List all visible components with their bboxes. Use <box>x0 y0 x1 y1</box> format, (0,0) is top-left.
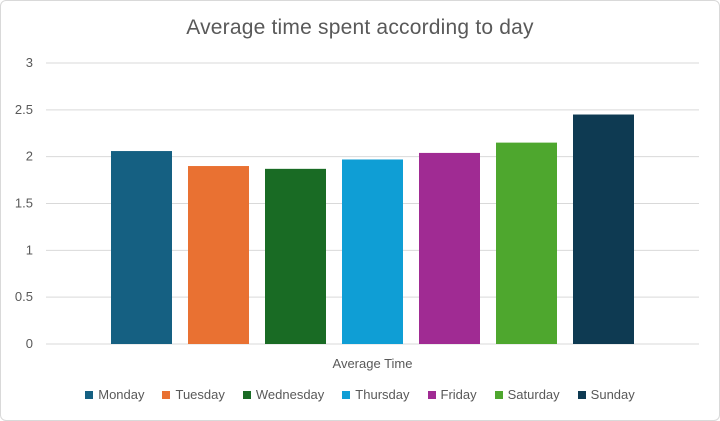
bar-wednesday <box>265 168 326 344</box>
y-tick-label: 0 <box>26 336 33 351</box>
bar-tuesday <box>188 166 249 344</box>
legend-label: Thursday <box>355 387 410 402</box>
legend: Monday Tuesday Wednesday Thursday Friday Satu… <box>1 387 719 402</box>
legend-swatch <box>85 390 94 399</box>
x-category-label: Average Time <box>333 356 413 371</box>
bar-thursday <box>342 159 403 344</box>
bar-sunday <box>573 114 634 345</box>
legend-label: Sunday <box>590 387 635 402</box>
legend-swatch <box>494 390 503 399</box>
legend-label: Saturday <box>507 387 560 402</box>
legend-swatch <box>242 390 251 399</box>
legend-item-tuesday: Tuesday <box>162 387 225 402</box>
legend-label: Monday <box>98 387 145 402</box>
legend-label: Tuesday <box>175 387 225 402</box>
bar-saturday <box>496 142 557 344</box>
y-tick-label: 1.5 <box>15 196 33 211</box>
bar-monday <box>111 151 172 344</box>
y-tick-label: 0.5 <box>15 289 33 304</box>
legend-item-saturday: Saturday <box>494 387 560 402</box>
y-tick-label: 1 <box>26 242 33 257</box>
legend-item-wednesday: Wednesday <box>242 387 325 402</box>
legend-swatch <box>577 390 586 399</box>
legend-label: Friday <box>440 387 477 402</box>
legend-label: Wednesday <box>255 387 325 402</box>
legend-item-sunday: Sunday <box>577 387 635 402</box>
bar-friday <box>419 152 480 344</box>
legend-swatch <box>427 390 436 399</box>
legend-item-monday: Monday <box>85 387 144 402</box>
chart-title: Average time spent according to day <box>186 16 534 39</box>
legend-swatch <box>342 390 351 399</box>
legend-swatch <box>162 390 171 399</box>
y-tick-label: 2 <box>26 149 33 164</box>
y-tick-label: 3 <box>26 55 33 70</box>
legend-item-thursday: Thursday <box>342 387 410 402</box>
legend-item-friday: Friday <box>427 387 477 402</box>
y-tick-label: 2.5 <box>15 102 33 117</box>
